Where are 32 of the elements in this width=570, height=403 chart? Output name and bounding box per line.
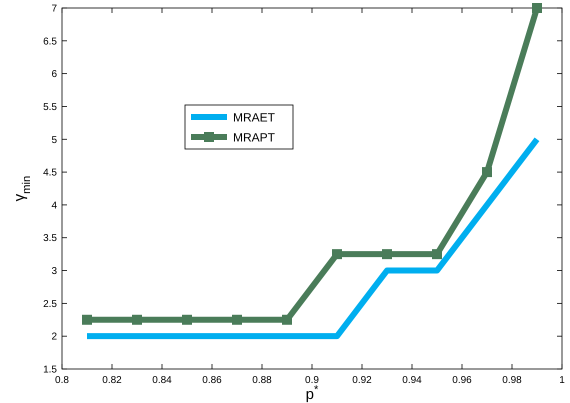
- x-tick-label: 0.96: [452, 375, 472, 386]
- y-tick-label: 6.5: [43, 36, 58, 48]
- point: [82, 314, 92, 325]
- x-tick-label: 0.9: [305, 375, 320, 386]
- y-tick-label: 2.5: [43, 298, 58, 310]
- point: [282, 314, 292, 325]
- y-tick-label: 4.5: [43, 168, 58, 179]
- point: [532, 3, 542, 13]
- x-tick-label: 0.92: [352, 375, 372, 386]
- point: [482, 167, 492, 178]
- point: [432, 249, 442, 260]
- y-tick-label: 4: [51, 200, 58, 212]
- y-tick-label: 1.5: [43, 364, 58, 376]
- legend-label: MRAPT: [233, 130, 276, 144]
- x-tick-label: 0.82: [102, 375, 122, 386]
- y-tick-label: 3: [51, 266, 58, 278]
- x-tick-label: 0.94: [402, 375, 422, 386]
- x-tick-label: 0.86: [202, 375, 222, 386]
- x-tick-label: 1: [559, 375, 566, 386]
- y-tick-label: 5.5: [43, 102, 58, 113]
- x-tick-label: 0.98: [502, 375, 522, 386]
- y-tick-label: 5: [51, 134, 58, 146]
- x-tick-label: 0.8: [55, 375, 70, 386]
- y-tick-label: 2: [51, 332, 58, 343]
- y-tick-label: 6: [51, 69, 58, 80]
- y-tick-label: 3.5: [43, 233, 58, 244]
- x-axis-title: p$^{*}$: [306, 384, 319, 403]
- legend-label: MRAET: [233, 110, 276, 124]
- x-tick-label: 0.84: [152, 375, 172, 386]
- point: [332, 249, 342, 260]
- y-tick-label: 7: [51, 4, 58, 14]
- x-tick-label: 0.88: [252, 375, 272, 386]
